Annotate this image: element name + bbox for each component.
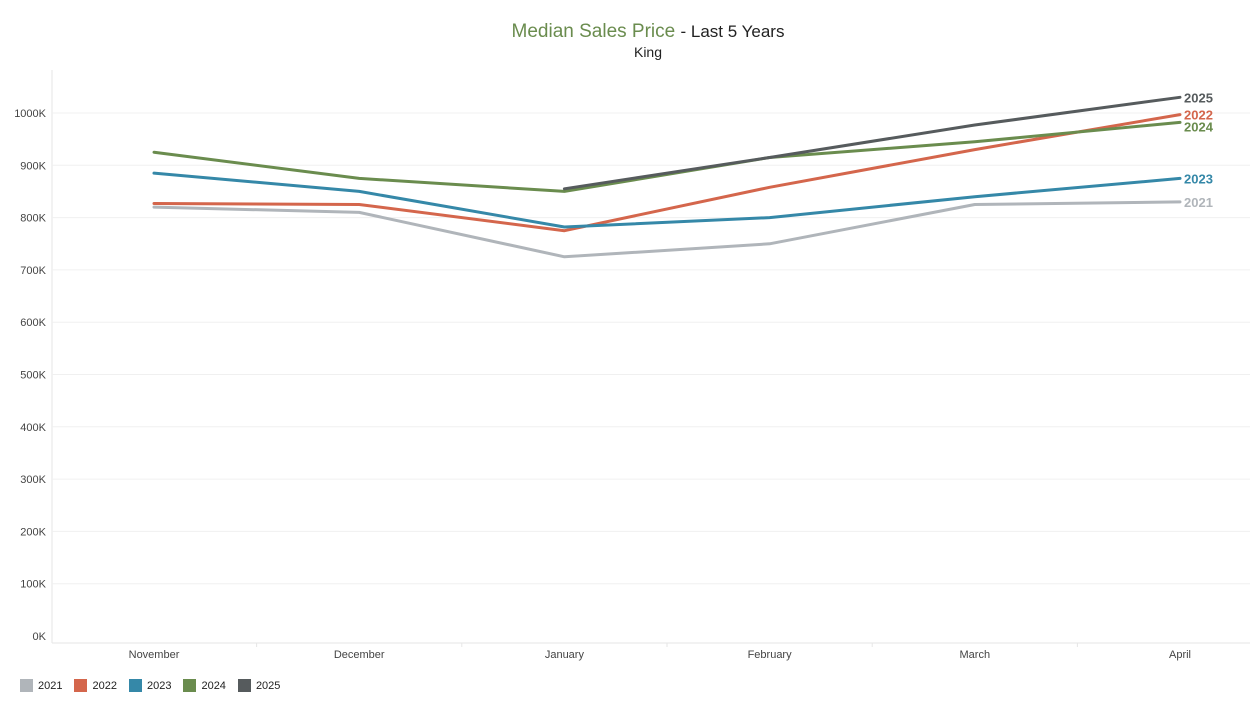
legend-label: 2022 [92, 679, 117, 692]
chart-title-accent: Median Sales Price [511, 21, 676, 42]
chart-title: Median Sales Price - Last 5 Years [0, 20, 1250, 44]
x-tick-label: January [545, 649, 585, 661]
series-line-2021 [152, 200, 1182, 259]
chart-subtitle: King [633, 44, 663, 60]
series-line-2024 [152, 120, 1182, 193]
y-tick-label: 800K [20, 213, 46, 225]
y-tick-label: 1000K [14, 108, 46, 120]
x-tick-label: March [960, 649, 991, 661]
legend-label: 2025 [255, 679, 281, 692]
x-tick-label: December [334, 649, 385, 661]
y-tick-label: 900K [20, 160, 46, 172]
legend-item-2023[interactable]: 2023 [128, 679, 172, 692]
series-end-label-2023: 2023 [1184, 171, 1213, 186]
legend-swatch [237, 679, 251, 692]
y-tick-label: 300K [20, 474, 46, 486]
y-tick-label: 400K [20, 422, 46, 434]
legend-label: 2024 [201, 679, 226, 692]
y-tick-label: 500K [20, 370, 46, 382]
chart-title-rest: - Last 5 Years [680, 22, 785, 41]
y-tick-label: 100K [20, 579, 46, 591]
legend-swatch [183, 679, 197, 692]
legend-item-2022[interactable]: 2022 [74, 679, 117, 692]
series-line-2023 [152, 171, 1182, 229]
y-tick-label: 700K [20, 265, 46, 277]
x-tick-label: April [1169, 649, 1191, 661]
series-end-label-2021: 2021 [1184, 195, 1213, 210]
y-tick-label: 200K [20, 526, 46, 538]
legend-swatch [128, 679, 142, 692]
series-line-2025 [562, 95, 1182, 191]
legend-label: 2023 [146, 679, 172, 692]
legend-swatch [74, 679, 88, 692]
series-end-label-2025: 2025 [1184, 90, 1213, 105]
x-tick-label: November [129, 649, 180, 661]
legend-label: 2021 [38, 679, 63, 692]
legend-item-2024[interactable]: 2024 [183, 679, 226, 692]
series-end-label-2024: 2024 [1184, 119, 1214, 134]
legend-item-2021[interactable]: 2021 [20, 679, 62, 692]
series-line-2022 [152, 113, 1182, 233]
series-end-label-2022: 2022 [1184, 108, 1213, 123]
y-tick-label: 600K [20, 317, 46, 329]
chart-title-block: Median Sales Price - Last 5 Years King [0, 20, 1250, 60]
x-tick-label: February [748, 649, 793, 661]
legend-item-2025[interactable]: 2025 [237, 679, 281, 692]
y-tick-label: 0K [33, 631, 47, 643]
chart-legend: 2021 2022 2023 2024 2025 [20, 679, 292, 692]
legend-swatch [20, 679, 33, 692]
